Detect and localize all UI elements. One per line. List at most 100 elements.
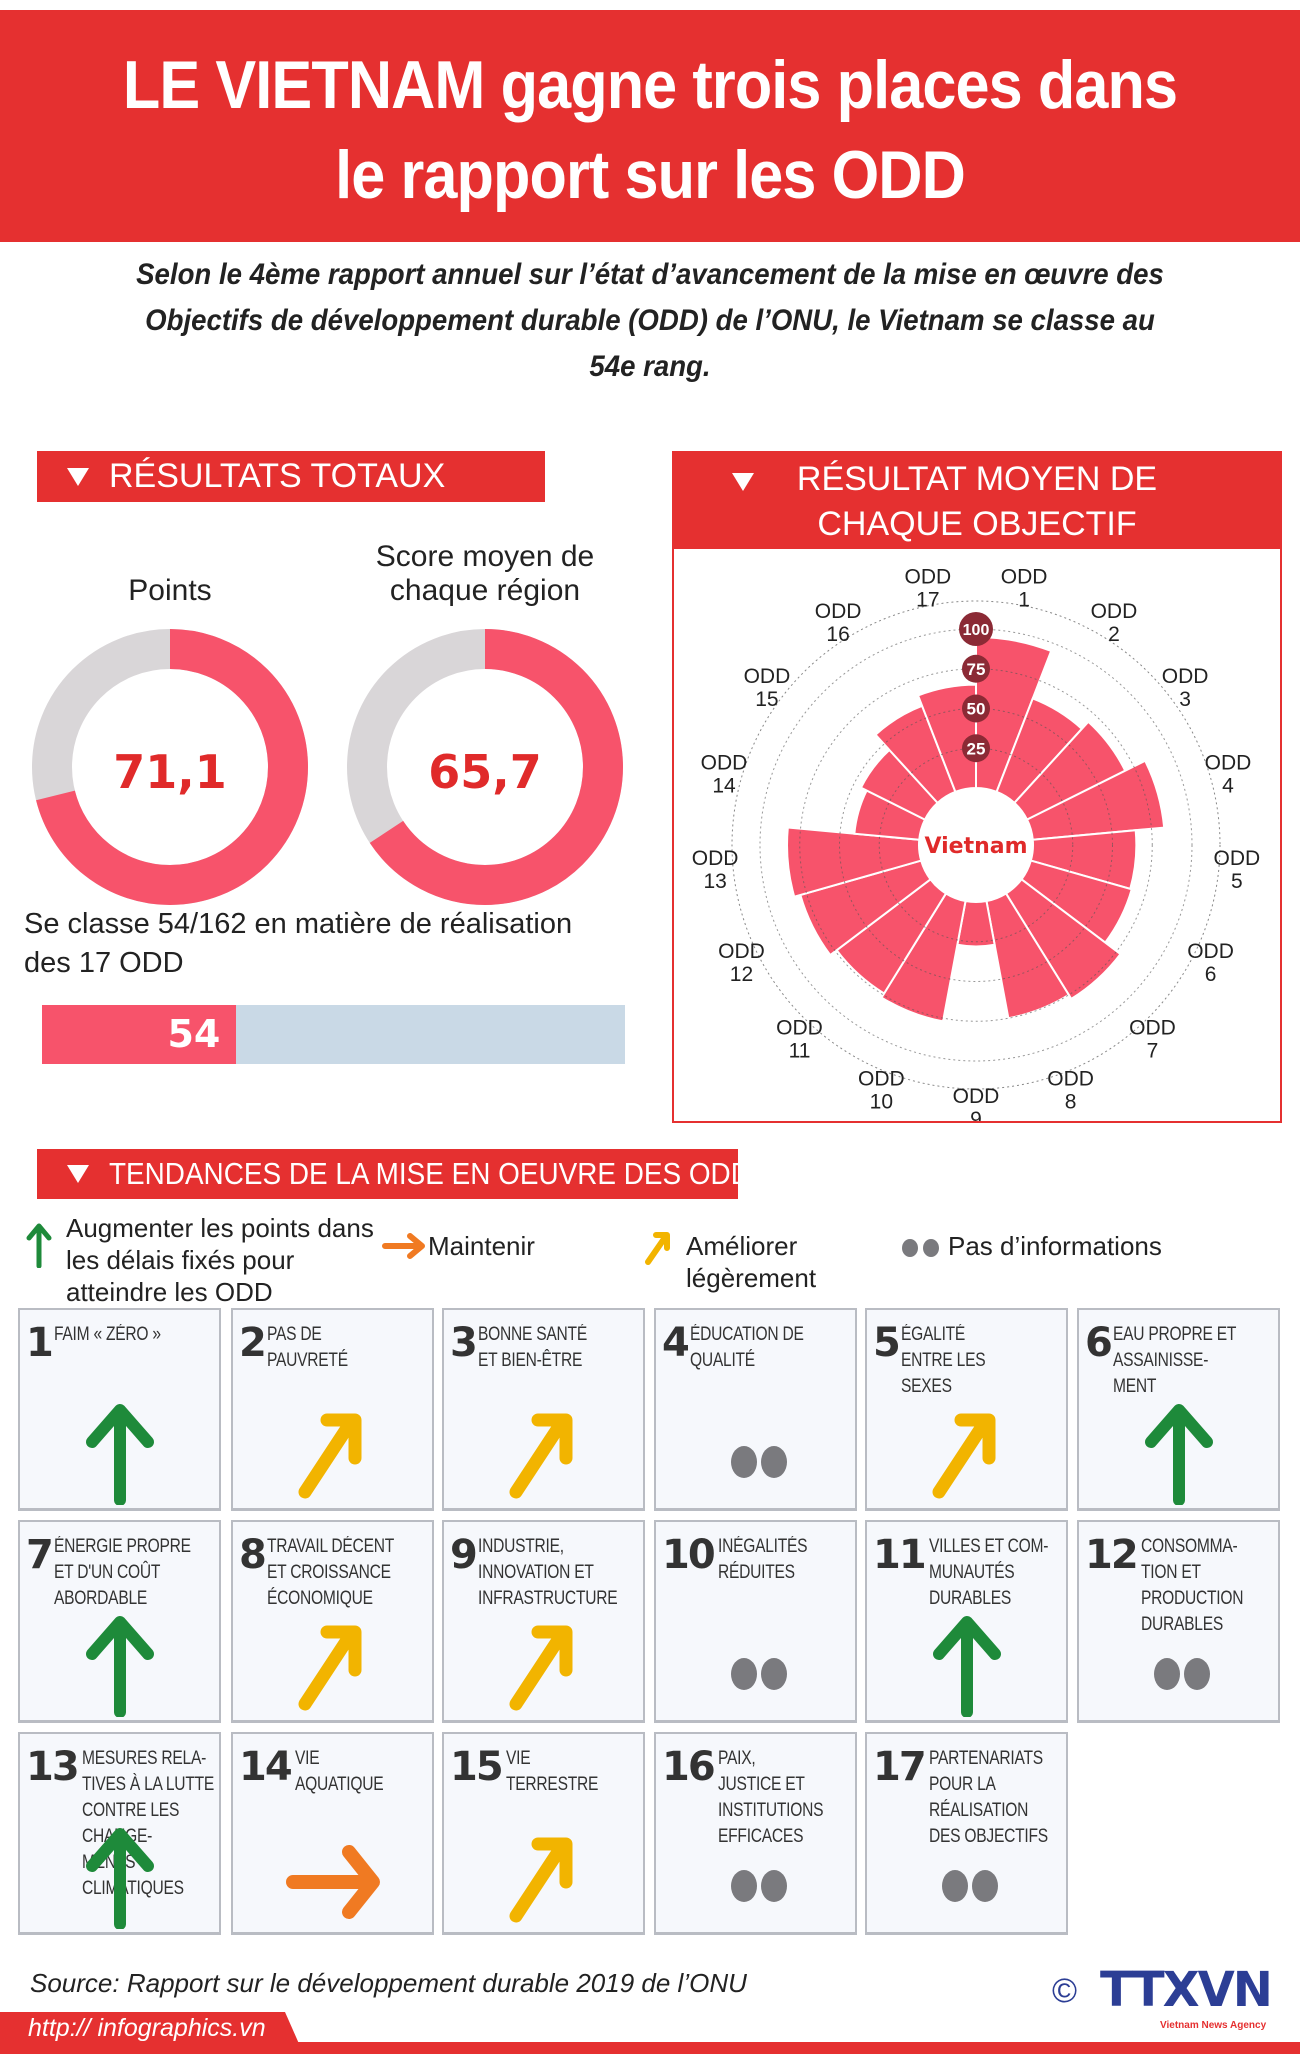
donut-label-region: Score moyen de chaque région [345,540,625,608]
svg-text:6: 6 [1205,963,1217,986]
ring-tick-marker [962,734,990,763]
ring-tick-marker [962,694,990,723]
subtitle-line: Objectifs de développement durable (ODD)… [145,304,1155,337]
goal-number: 2 [239,1320,267,1366]
legend-text: Améliorer [686,1231,798,1261]
url-banner [0,2012,300,2046]
goal-title-line: ÉDUCATION DE [690,1324,804,1345]
svg-text:14: 14 [712,774,736,797]
goal-title: PAIX, JUSTICE ET INSTITUTIONS EFFICACES [718,1746,823,1850]
svg-text:5: 5 [1231,870,1243,893]
svg-text:ODD: ODD [905,565,952,588]
goal-title-line: ABORDABLE [54,1588,148,1609]
goal-title: VIE AQUATIQUE [295,1746,384,1798]
goal-title-line: DES OBJECTIFS [929,1826,1048,1847]
polar-bar-odd-7 [1004,877,1122,1001]
goal-number: 14 [239,1744,293,1790]
center-circle [921,790,1031,900]
goal-card-6: 6 EAU PROPRE ET ASSAINISSE- MENT [1077,1308,1280,1511]
svg-text:ODD: ODD [692,847,739,870]
goal-title: VILLES ET COM- MUNAUTÉS DURABLES [929,1534,1048,1612]
ring-tick-marker [959,612,993,646]
arrow-up-right-icon [509,1625,573,1711]
goal-title-line: POUR LA [929,1774,996,1795]
section-title: RÉSULTATS TOTAUX [109,457,446,495]
polar-bar-odd-4 [1025,759,1166,841]
goal-title-line: EAU PROPRE ET [1113,1324,1237,1345]
arrow-up-right-icon [298,1413,362,1499]
svg-text:9: 9 [970,1108,982,1121]
svg-text:8: 8 [1065,1090,1077,1113]
goal-number: 13 [26,1744,80,1790]
legend-text: légèrement [686,1263,817,1293]
goal-title-line: PARTENARIATS [929,1748,1043,1769]
goal-title-line: VILLES ET COM- [929,1536,1049,1557]
goal-title-line: CONSOMMA- [1141,1536,1238,1557]
goal-card-2: 2 PAS DE PAUVRETÉ [231,1308,434,1511]
website-link[interactable]: http:// infographics.vn [28,2014,266,2042]
goal-number: 10 [662,1532,716,1578]
goal-card-4: 4 ÉDUCATION DE QUALITÉ [654,1308,857,1511]
goal-card-1: 1 FAIM « ZÉRO » [18,1308,221,1511]
ttxvn-logo: TTXVN [1100,1962,1273,2018]
goal-card-14: 14 VIE AQUATIQUE [231,1732,434,1935]
arrow-up-right-icon [509,1413,573,1499]
goal-title: INDUSTRIE, INNOVATION ET INFRASTRUCTURE [478,1534,618,1612]
goal-title: ÉNERGIE PROPRE ET D'UN COÛT ABORDABLE [54,1534,191,1612]
dots-icon [902,1239,939,1257]
subtitle-line: 54e rang. [589,350,711,383]
dots-icon [731,1870,787,1902]
arrow-up-right-icon [298,1625,362,1711]
goal-title-line: PAS DE [267,1324,322,1345]
svg-text:11: 11 [789,1040,811,1063]
rank-text: Se classe 54/162 en matière de réalisati… [24,905,664,983]
goal-title-line: ET BIEN-ÊTRE [478,1350,583,1371]
section-header-objectives: RÉSULTAT MOYEN DE CHAQUE OBJECTIF [674,453,1280,549]
arrow-right-icon [286,1845,380,1919]
goal-title: ÉDUCATION DE QUALITÉ [690,1322,804,1374]
objective-chart-panel: RÉSULTAT MOYEN DE CHAQUE OBJECTIF Vietna… [672,451,1282,1123]
grid-ring [759,628,1193,1062]
triangle-down-icon [67,467,89,486]
dots-icon [731,1446,787,1478]
goal-number: 12 [1085,1532,1139,1578]
legend-text: atteindre les ODD [66,1277,273,1307]
polar-bar-odd-10 [880,892,967,1023]
rank-bar-fill: 54 [42,1005,237,1064]
ring-tick-marker [962,654,990,683]
goal-card-15: 15 VIE TERRESTRE [442,1732,645,1935]
svg-text:1: 1 [1018,588,1030,611]
section-title: TENDANCES DE LA MISE EN OEUVRE DES ODD [109,1156,738,1191]
arrow-up-icon [86,1616,154,1717]
arrow-up-icon [86,1828,154,1929]
goal-card-16: 16 PAIX, JUSTICE ET INSTITUTIONS EFFICACES [654,1732,857,1935]
copyright-icon: © [1052,1972,1078,2010]
arrow-up-right-icon [932,1413,996,1499]
goal-title-line: PAIX, [718,1748,756,1769]
center-label: Vietnam [924,834,1027,859]
legend-text: les délais fixés pour [66,1245,295,1275]
legend-text: Pas d’informations [948,1231,1162,1261]
goal-title-line: TIVES À LA LUTTE [82,1774,215,1795]
goal-card-5: 5 ÉGALITÉ ENTRE LES SEXES [865,1308,1068,1511]
goal-title-line: ENTRE LES [901,1350,986,1371]
donut-value-region: 65,7 [428,745,542,799]
label-line: Score moyen de [375,540,595,573]
goal-title-line: QUALITÉ [690,1350,755,1371]
outer-ring [731,600,1221,1090]
goal-title-line: JUSTICE ET [718,1774,805,1795]
goal-card-10: 10 INÉGALITÉS RÉDUITES [654,1520,857,1723]
title-banner: LE VIETNAM gagne trois places dans le ra… [0,10,1300,242]
svg-text:ODD: ODD [701,751,748,774]
svg-text:ODD: ODD [1205,751,1252,774]
